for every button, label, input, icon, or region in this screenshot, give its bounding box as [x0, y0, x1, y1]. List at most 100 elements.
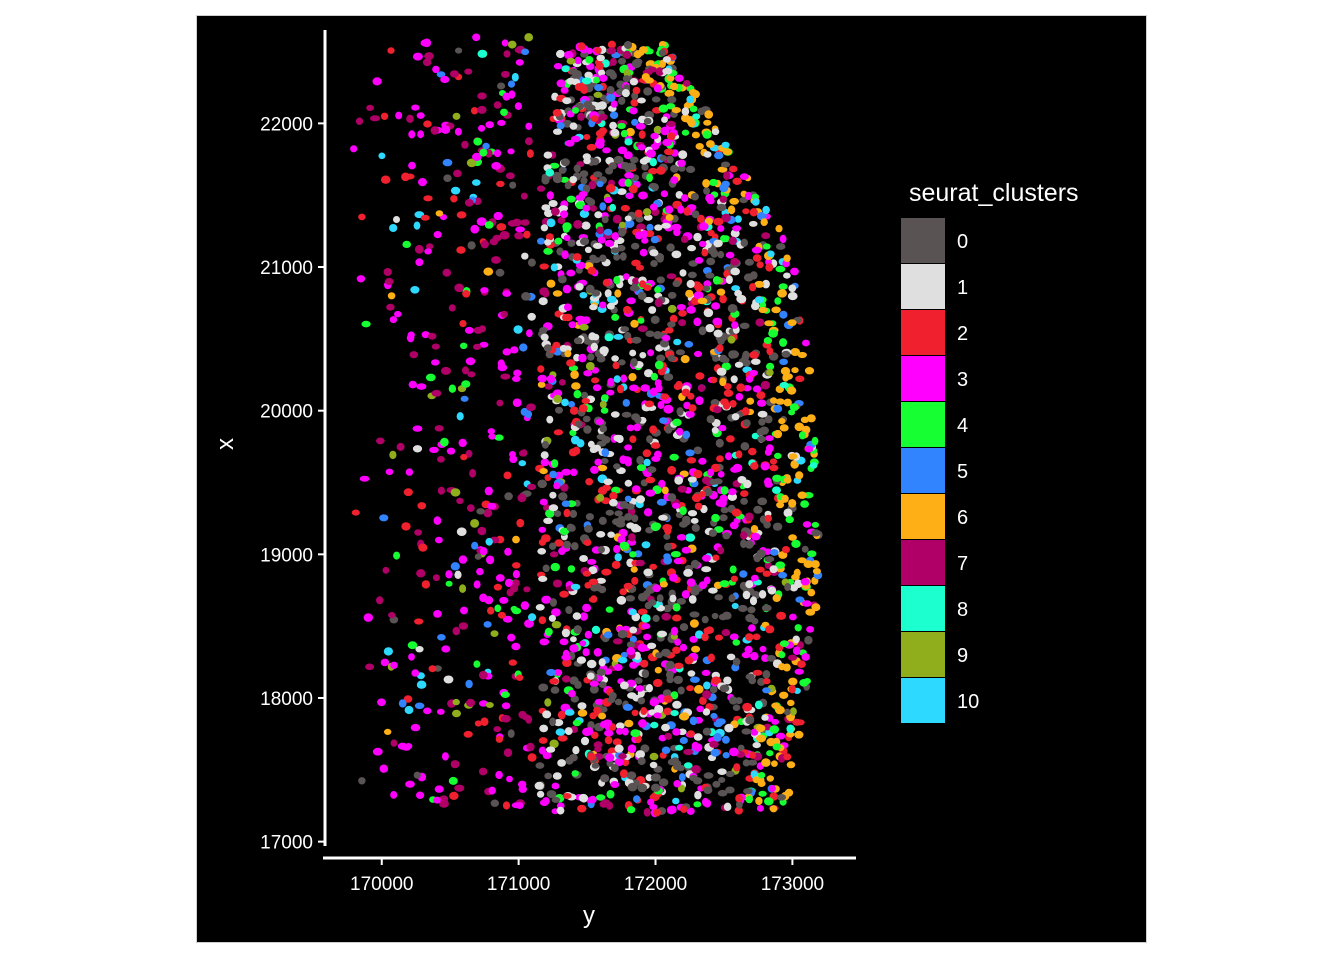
data-point-cluster-1 [598, 658, 606, 667]
data-point-cluster-4 [637, 317, 645, 324]
data-point-cluster-1 [614, 744, 624, 753]
data-point-cluster-2 [640, 659, 649, 668]
data-point-cluster-1 [589, 446, 598, 453]
data-point-cluster-2 [683, 207, 691, 216]
data-point-cluster-6 [758, 306, 768, 314]
data-point-cluster-2 [766, 347, 774, 356]
legend-label-3: 3 [957, 369, 968, 391]
data-point-cluster-7 [503, 50, 511, 58]
data-point-cluster-6 [791, 367, 799, 374]
data-point-cluster-0 [698, 326, 707, 336]
data-point-cluster-0 [413, 771, 421, 779]
data-point-cluster-0 [582, 415, 591, 423]
data-point-cluster-1 [681, 107, 690, 116]
data-point-cluster-6 [772, 594, 781, 602]
data-point-cluster-0 [705, 272, 715, 279]
data-point-cluster-7 [526, 483, 537, 490]
data-point-cluster-2 [474, 720, 482, 727]
data-point-cluster-9 [450, 488, 461, 497]
data-point-cluster-4 [650, 522, 661, 532]
data-point-cluster-7 [439, 795, 449, 803]
data-point-cluster-3 [719, 494, 728, 503]
data-point-cluster-10 [628, 608, 637, 616]
data-point-cluster-0 [618, 227, 626, 237]
data-point-cluster-1 [751, 358, 761, 365]
data-point-cluster-7 [596, 226, 604, 235]
x-tick-label: 172000 [624, 874, 687, 895]
data-point-cluster-2 [538, 737, 548, 744]
data-point-cluster-10 [643, 458, 651, 467]
data-point-cluster-4 [768, 329, 778, 338]
data-point-cluster-1 [569, 122, 578, 130]
data-point-cluster-0 [558, 492, 568, 501]
data-point-cluster-8 [591, 625, 601, 635]
data-point-cluster-0 [567, 239, 576, 247]
data-point-cluster-6 [539, 468, 548, 475]
data-point-cluster-7 [666, 120, 676, 127]
data-point-cluster-2 [701, 633, 709, 642]
data-point-cluster-10 [734, 215, 742, 223]
data-point-cluster-3 [514, 102, 522, 110]
data-point-cluster-3 [681, 590, 690, 599]
data-point-cluster-0 [703, 488, 713, 497]
data-point-cluster-2 [421, 580, 431, 589]
data-point-cluster-6 [719, 377, 727, 387]
data-point-cluster-1 [540, 451, 549, 459]
data-point-cluster-3 [645, 489, 656, 497]
data-point-cluster-1 [586, 659, 597, 669]
data-point-cluster-0 [715, 438, 724, 448]
data-point-cluster-3 [460, 606, 468, 615]
data-point-cluster-7 [466, 504, 475, 512]
data-point-cluster-3 [686, 578, 696, 587]
data-point-cluster-3 [511, 802, 522, 809]
data-point-cluster-4 [620, 129, 628, 138]
data-point-cluster-3 [563, 303, 572, 312]
data-point-cluster-2 [583, 134, 591, 140]
data-point-cluster-3 [546, 191, 554, 200]
data-point-cluster-0 [560, 158, 570, 167]
data-point-cluster-2 [710, 376, 718, 384]
data-point-cluster-0 [565, 606, 573, 614]
data-point-cluster-10 [410, 286, 420, 294]
data-point-cluster-7 [489, 238, 499, 246]
data-point-cluster-6 [577, 709, 588, 717]
data-point-cluster-4 [764, 797, 774, 806]
data-point-cluster-3 [502, 615, 513, 623]
data-point-cluster-2 [496, 180, 505, 188]
data-point-cluster-2 [730, 575, 739, 582]
data-point-cluster-3 [566, 269, 576, 277]
data-point-cluster-1 [584, 246, 592, 253]
data-point-cluster-1 [598, 69, 606, 77]
data-point-cluster-2 [470, 107, 479, 115]
data-point-cluster-7 [623, 50, 632, 59]
data-point-cluster-3 [416, 383, 427, 390]
data-point-cluster-5 [398, 699, 407, 708]
data-point-cluster-3 [672, 502, 680, 509]
legend-swatch-4 [901, 402, 945, 447]
data-point-cluster-3 [520, 601, 530, 610]
data-point-cluster-0 [709, 685, 718, 694]
data-point-cluster-4 [571, 770, 579, 777]
data-point-cluster-2 [686, 457, 697, 464]
data-point-cluster-0 [630, 358, 638, 367]
data-point-cluster-6 [804, 367, 815, 375]
data-point-cluster-1 [649, 761, 658, 769]
data-point-cluster-0 [667, 95, 677, 104]
data-point-cluster-1 [792, 635, 800, 644]
data-point-cluster-1 [703, 308, 714, 318]
data-point-cluster-0 [553, 510, 562, 517]
data-point-cluster-4 [550, 562, 560, 572]
data-point-cluster-2 [749, 351, 759, 359]
data-point-cluster-3 [454, 127, 462, 136]
data-point-cluster-5 [679, 737, 688, 744]
data-point-cluster-3 [693, 291, 704, 300]
data-point-cluster-3 [694, 350, 702, 358]
data-point-cluster-2 [423, 195, 433, 202]
data-point-cluster-5 [549, 470, 558, 479]
data-point-cluster-2 [581, 398, 591, 404]
data-point-cluster-0 [625, 595, 635, 602]
data-point-cluster-6 [387, 292, 396, 300]
data-point-cluster-9 [593, 91, 603, 98]
data-point-cluster-8 [609, 203, 617, 212]
data-point-cluster-0 [659, 339, 670, 348]
